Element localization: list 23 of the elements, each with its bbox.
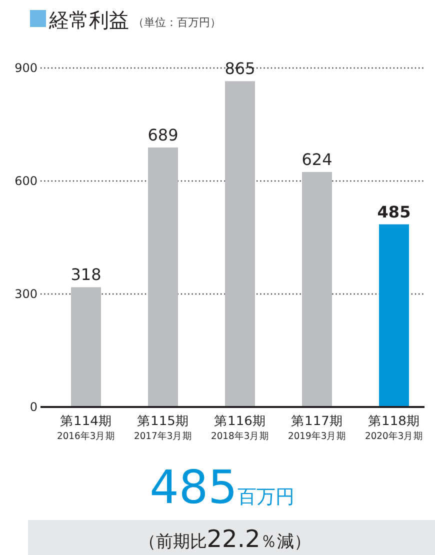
bar xyxy=(379,224,409,407)
y-tick-label: 300 xyxy=(14,287,38,301)
chart-subtitle: （単位：百万円） xyxy=(133,16,221,29)
data-label: 689 xyxy=(148,125,178,144)
chart-title: 経常利益 xyxy=(48,8,129,32)
y-tick-label: 0 xyxy=(30,400,38,414)
data-label: 485 xyxy=(377,202,411,222)
bar xyxy=(302,172,332,407)
text: 485百万円 xyxy=(150,460,294,514)
x-tick-label: 第114期 2016年3月期 xyxy=(57,413,118,442)
y-tick-label: 900 xyxy=(14,61,38,75)
x-tick-label: 第116期 2018年3月期 xyxy=(211,413,272,442)
data-label: 624 xyxy=(302,150,332,169)
bar xyxy=(225,81,255,407)
x-tick-label: 第117期 2019年3月期 xyxy=(288,413,348,442)
y-tick-label: 600 xyxy=(14,174,38,188)
x-tick-label: 第115期 2017年3月期 xyxy=(134,413,194,442)
data-label: 318 xyxy=(70,265,102,284)
bar xyxy=(71,287,101,407)
text: （前期比22.2％減） xyxy=(138,525,312,553)
bar xyxy=(148,147,178,407)
x-tick-label: 第118期 2020年3月期 xyxy=(365,413,426,442)
data-label: 865 xyxy=(224,59,256,78)
